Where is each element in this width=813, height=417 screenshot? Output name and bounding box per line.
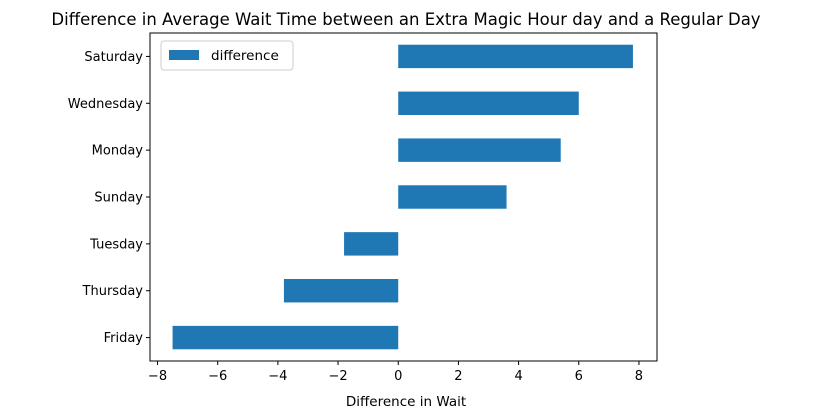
x-tick-label: 0 <box>394 369 402 384</box>
legend-label: difference <box>211 48 279 64</box>
y-tick-label: Saturday <box>84 50 143 65</box>
x-tick-label: −8 <box>148 369 167 384</box>
y-tick-label: Sunday <box>94 191 143 206</box>
x-axis: −8 −6 −4 −2 0 2 4 6 8 <box>148 361 643 384</box>
x-tick-label: 2 <box>454 369 462 384</box>
x-tick-label: −6 <box>208 369 227 384</box>
legend: difference <box>160 40 294 71</box>
bars-group <box>172 44 633 350</box>
bar-wednesday <box>398 91 579 115</box>
x-tick-label: 4 <box>514 369 522 384</box>
bar-sunday <box>398 185 507 209</box>
y-tick-label: Tuesday <box>89 237 143 252</box>
x-tick-label: −2 <box>328 369 347 384</box>
bar-tuesday <box>344 232 399 256</box>
x-axis-label: Difference in Wait <box>346 394 466 410</box>
y-tick-label: Thursday <box>82 284 144 299</box>
y-axis: Saturday Wednesday Monday Sunday Tuesday Thur… <box>68 50 150 346</box>
bar-thursday <box>283 279 399 303</box>
bar-saturday <box>398 44 633 69</box>
x-tick-label: 8 <box>635 369 643 384</box>
x-tick-label: 6 <box>575 369 583 384</box>
plot-frame <box>149 32 658 362</box>
legend-swatch <box>169 50 199 60</box>
legend-frame <box>160 40 294 71</box>
y-tick-label: Monday <box>92 144 144 159</box>
y-tick-label: Friday <box>104 331 144 346</box>
chart-title: Difference in Average Wait Time between … <box>51 10 760 29</box>
bar-friday <box>172 325 399 350</box>
bar-monday <box>398 138 561 162</box>
x-tick-label: −4 <box>268 369 287 384</box>
y-tick-label: Wednesday <box>68 97 144 112</box>
